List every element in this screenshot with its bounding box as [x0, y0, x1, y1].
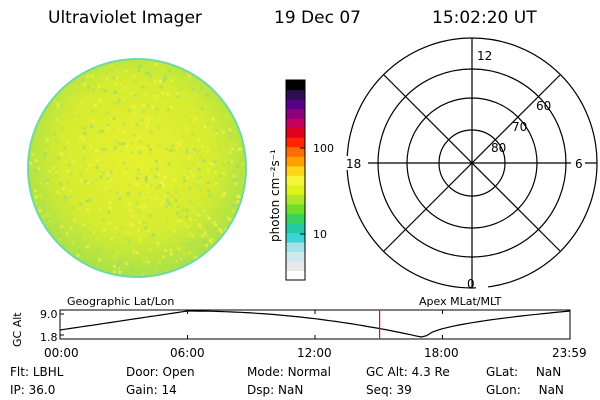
- gcalt-status: GC Alt: 4.3 Re: [366, 365, 450, 379]
- colorbar-segment: [286, 108, 305, 119]
- mlat-label-80: 80: [491, 141, 506, 155]
- door-value: Open: [162, 365, 195, 379]
- timeline-tick-label-4: 23:59: [552, 346, 587, 360]
- colorbar-segment: [286, 260, 305, 272]
- glon-value: NaN: [538, 383, 564, 397]
- mlat-label-60: 60: [536, 99, 551, 113]
- seq-value: 39: [396, 383, 412, 397]
- mode-value: Normal: [287, 365, 331, 379]
- polar-grid: [346, 37, 598, 289]
- gain-status: Gain: 14: [126, 383, 177, 397]
- gcalt-value: 4.3 Re: [411, 365, 450, 379]
- colorbar-segment: [286, 251, 305, 262]
- timeline-tick-label-1: 06:00: [170, 346, 205, 360]
- colorbar: [286, 80, 305, 281]
- timeline-left-title: Geographic Lat/Lon: [67, 295, 174, 308]
- glat-status: GLat: NaN: [486, 365, 562, 379]
- colorbar-unit-label: photon cm⁻²s⁻¹: [268, 149, 282, 242]
- colorbar-segment: [286, 194, 305, 205]
- colorbar-segment: [286, 203, 305, 214]
- time-label: 15:02:20 UT: [432, 8, 537, 28]
- colorbar-label-10: 10: [313, 228, 327, 241]
- colorbar-segment: [286, 241, 305, 253]
- instrument-title: Ultraviolet Imager: [48, 8, 202, 28]
- colorbar-segment: [286, 175, 305, 186]
- colorbar-segment: [286, 80, 305, 91]
- glon-status: GLon: NaN: [486, 383, 564, 397]
- mlt-label-18: 18: [346, 157, 361, 171]
- colorbar-segment: [286, 165, 305, 176]
- gain-value: 14: [161, 383, 177, 397]
- dsp-value: NaN: [277, 383, 304, 397]
- colorbar-segment: [286, 118, 305, 129]
- colorbar-frame: [285, 79, 306, 281]
- colorbar-segment: [286, 232, 305, 243]
- ip-status: IP: 36.0: [10, 383, 56, 397]
- polar-diagonal-b: [383, 74, 561, 252]
- flt-value: LBHL: [32, 365, 64, 379]
- colorbar-segment: [286, 184, 305, 195]
- colorbar-segment: [286, 222, 305, 233]
- timeline-right-title: Apex MLat/MLT: [419, 295, 502, 308]
- timeline-frame: [59, 309, 571, 340]
- mlat-label-70: 70: [512, 120, 527, 134]
- timeline-y-top: 9.0: [40, 308, 58, 321]
- colorbar-segment: [286, 146, 305, 157]
- date-label: 19 Dec 07: [274, 8, 361, 28]
- colorbar-label-100: 100: [313, 142, 334, 155]
- colorbar-segment: [286, 127, 305, 138]
- altitude-curve: [59, 310, 571, 338]
- colorbar-segment: [286, 213, 305, 224]
- dsp-status: Dsp: NaN: [247, 383, 304, 397]
- colorbar-segment: [286, 270, 305, 281]
- colorbar-segment: [286, 99, 305, 110]
- timeline-tick-label-3: 18:00: [424, 346, 459, 360]
- ip-value: 36.0: [28, 383, 56, 397]
- colorbar-segment: [286, 137, 305, 148]
- uv-image-disk: [27, 58, 247, 278]
- timeline-tick-label-0: 00:00: [44, 346, 79, 360]
- door-status: Door: Open: [126, 365, 195, 379]
- timeline-ticks: [187, 310, 443, 339]
- mlt-label-12: 12: [477, 49, 492, 63]
- mlt-label-0: 0: [467, 277, 475, 291]
- glat-value: NaN: [535, 365, 562, 379]
- timeline-y-label: GC Alt: [11, 312, 24, 347]
- mlt-label-6: 6: [575, 157, 583, 171]
- mode-status: Mode: Normal: [247, 365, 331, 379]
- timeline-y-bottom: 1.8: [40, 331, 58, 344]
- colorbar-segment: [286, 89, 305, 100]
- colorbar-segment: [286, 156, 305, 167]
- timeline-tick-label-2: 12:00: [297, 346, 332, 360]
- flt-status: Flt: LBHL: [10, 365, 64, 379]
- seq-status: Seq: 39: [366, 383, 412, 397]
